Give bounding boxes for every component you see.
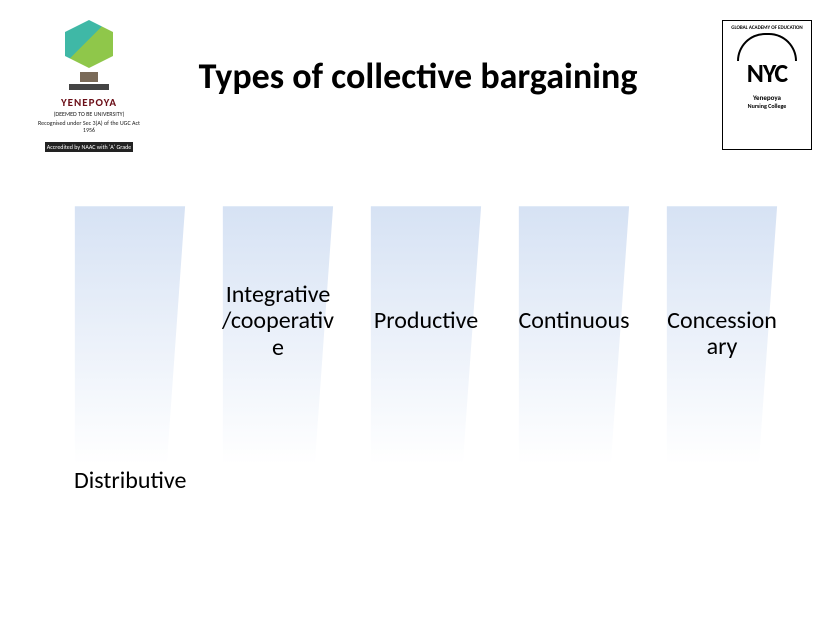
college-bottom2: Nursing College <box>725 102 809 110</box>
college-main: NYC <box>725 57 809 89</box>
college-bottom1: Yenepoya <box>725 93 809 102</box>
arch-icon <box>737 33 797 61</box>
panel-0: Distributive <box>74 180 186 490</box>
university-sub1: (DEEMED TO BE UNIVERSITY) <box>34 111 144 118</box>
emblem-base <box>69 84 109 90</box>
university-logo: YENEPOYA (DEEMED TO BE UNIVERSITY) Recog… <box>34 20 144 160</box>
panel-1: Integrative /cooperative <box>222 180 334 490</box>
panel-2: Productive <box>370 180 482 490</box>
emblem-icon <box>65 20 113 68</box>
university-sub3: Accredited by NAAC with 'A' Grade <box>45 142 133 152</box>
university-name: YENEPOYA <box>34 96 144 109</box>
college-top: GLOBAL ACADEMY OF EDUCATION <box>725 25 809 31</box>
university-sub2: Recognised under Sec 3(A) of the UGC Act… <box>34 120 144 134</box>
panel-label-2: Productive <box>366 308 486 334</box>
panel-label-1: Integrative /cooperative <box>218 282 338 361</box>
panel-label-0: Distributive <box>74 468 204 494</box>
emblem-stand <box>80 72 98 82</box>
panel-4: Concessionary <box>666 180 778 490</box>
bargaining-types-diagram: Distributive Integrative /cooperative Prod… <box>74 180 794 510</box>
panel-3: Continuous <box>518 180 630 490</box>
panel-label-3: Continuous <box>514 308 634 334</box>
college-logo: GLOBAL ACADEMY OF EDUCATION NYC Yenepoya… <box>722 20 812 150</box>
panel-label-4: Concessionary <box>662 308 782 361</box>
page-title: Types of collective bargaining <box>199 54 638 98</box>
